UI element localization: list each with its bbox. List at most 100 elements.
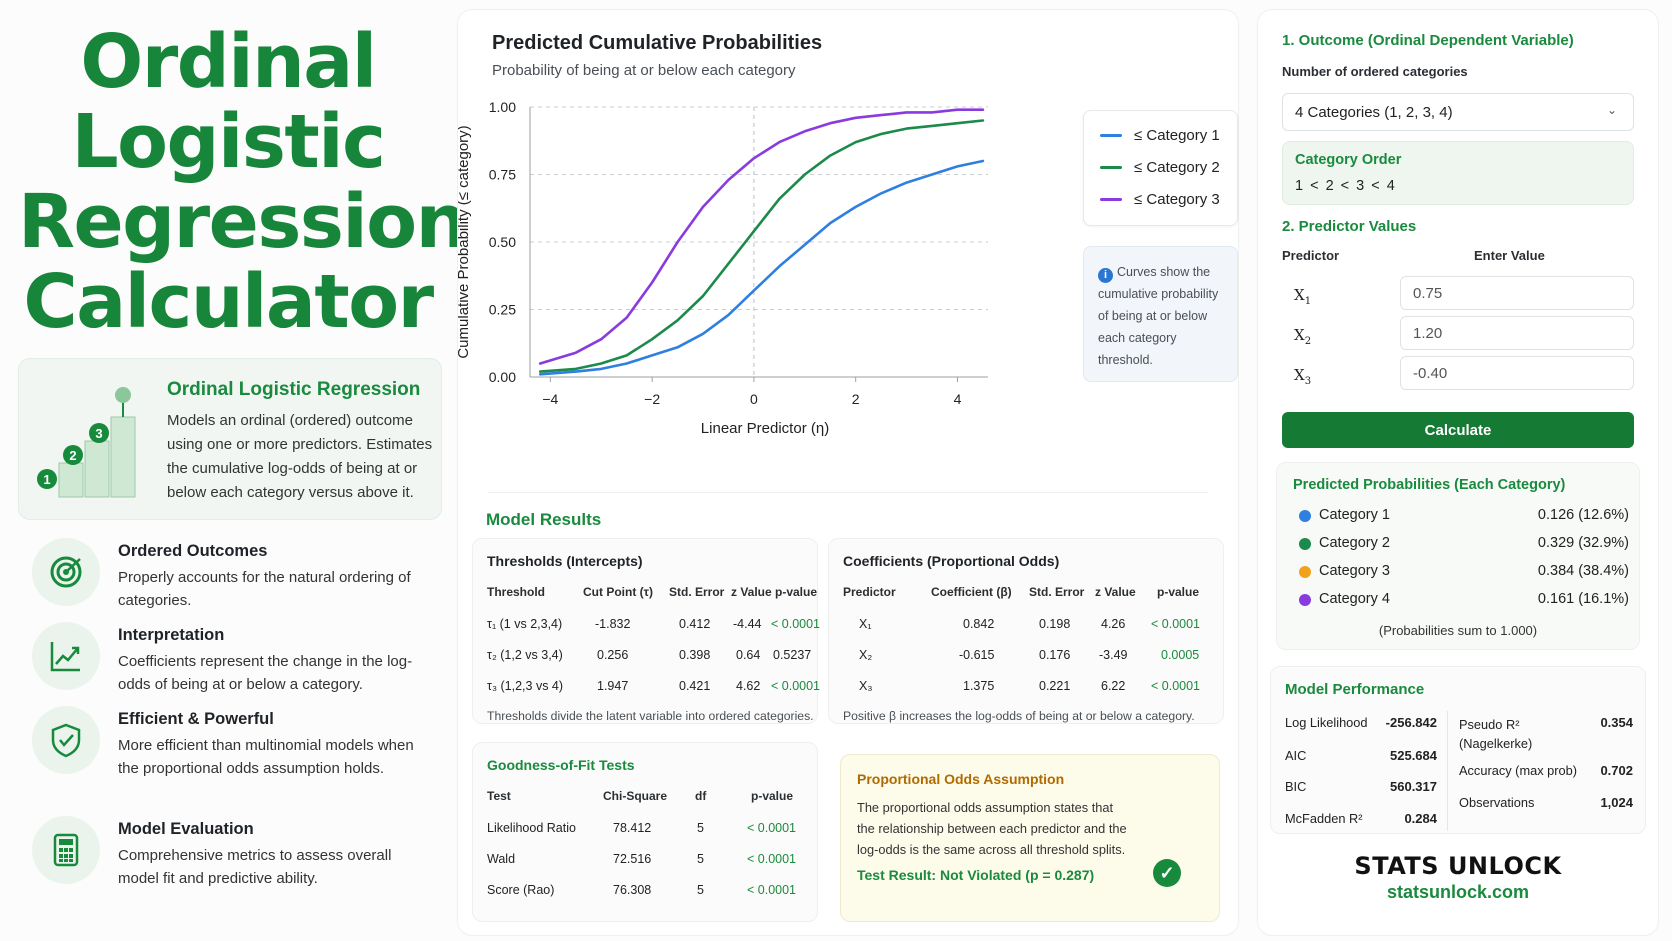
cell: Wald [487,852,516,866]
step-number: 1 [43,472,50,487]
prob-title: Predicted Probabilities (Each Category) [1293,477,1566,493]
cell: < 0.0001 [747,883,797,897]
legend-item: ≤ Category 1 [1100,127,1220,144]
title-line: Regression [18,179,468,265]
col-header: df [695,789,707,803]
metric-label: AIC [1285,748,1307,763]
outcome-heading: 1. Outcome (Ordinal Dependent Variable) [1282,32,1574,49]
series-line-2 [538,119,985,373]
cell: -3.49 [1099,648,1128,662]
metric-value: 525.684 [1390,748,1437,763]
step-number: 2 [69,448,76,463]
feature-title: Ordered Outcomes [118,542,268,560]
col-header: Std. Error [1029,585,1085,599]
col-header: Test [487,789,511,803]
table-title: Thresholds (Intercepts) [487,553,643,569]
cell: τ₁ (1 vs 2,3,4) [487,617,563,631]
thresholds-table: Thresholds (Intercepts) Threshold Cut Po… [472,538,820,724]
calculate-button[interactable]: Calculate [1282,412,1634,448]
title-line: Calculator [23,259,434,345]
feature-title: Efficient & Powerful [118,710,274,728]
cell: 78.412 [613,821,652,835]
x-tick-label: 0 [750,391,758,407]
predictor-sub: 3 [1304,376,1312,387]
brand-name: STATS UNLOCK [1354,852,1562,880]
chart-legend: ≤ Category 1 ≤ Category 2 ≤ Category 3 [1083,110,1238,226]
col-header: Cut Point (τ) [583,585,654,599]
calculator-icon [32,816,100,884]
cell: 0.5237 [773,648,812,662]
feature-ordered-outcomes: Ordered Outcomes Properly accounts for t… [32,538,442,638]
title-line: Ordinal [80,19,377,105]
metric-value: -256.842 [1385,715,1437,730]
table-title: Goodness-of-Fit Tests [487,757,635,773]
cell: 0.221 [1039,679,1071,693]
x-axis-label: Linear Predictor (η) [701,420,829,437]
results-panel: Predicted Cumulative Probabilities Proba… [458,10,1238,935]
metric-label: Log Likelihood [1285,715,1368,730]
y-tick-label: 0.75 [489,167,516,183]
predictor-name: X [1294,366,1305,384]
metric-label: Accuracy (max prob) [1459,763,1578,778]
y-tick-label: 1.00 [489,99,516,115]
predictor-label: X2 [1294,326,1311,347]
cell: 0.64 [736,648,761,662]
y-tick-label: 0.50 [489,234,516,250]
cell: 4.26 [1101,617,1126,631]
trend-chart-icon [32,622,100,690]
predictor-col-header: Predictor [1282,248,1340,263]
cell: -4.44 [733,617,762,631]
brand-url[interactable]: statsunlock.com [1386,882,1530,902]
category-value: 0.329 (32.9%) [1537,535,1629,551]
x3-input[interactable] [1400,356,1634,390]
x1-input[interactable] [1400,276,1634,310]
proportional-odds-card: Proportional Odds Assumption The proport… [840,754,1220,922]
po-title: Proportional Odds Assumption [857,771,1065,787]
cell: < 0.0001 [747,852,797,866]
series-line-1 [538,159,985,376]
col-header: Std. Error [669,585,725,599]
cell: 0.198 [1039,617,1071,631]
po-result: Test Result: Not Violated (p = 0.287) [857,867,1095,883]
cell: 4.62 [736,679,761,693]
metric-value: 0.702 [1600,763,1633,778]
po-text: The proportional odds assumption states … [857,800,1127,857]
col-header: Coefficient (β) [931,585,1012,599]
category-label: Category 1 [1319,507,1390,523]
feature-text: Comprehensive metrics to assess overall … [118,847,392,887]
num-categories-select[interactable]: 4 Categories (1, 2, 3, 4) ⌄ [1282,93,1634,131]
category-label: Category 2 [1319,535,1390,551]
x-tick-label: −2 [644,391,660,407]
order-title: Category Order [1295,152,1402,168]
prob-sum-note: (Probabilities sum to 1.000) [1378,623,1538,638]
metric-value: 0.284 [1404,811,1437,826]
legend-label: ≤ Category 1 [1134,127,1220,144]
cell: 0.398 [679,648,711,662]
legend-swatch [1100,166,1122,169]
model-results-heading: Model Results [486,510,602,529]
metric-label: BIC [1285,779,1307,794]
feature-efficient: Efficient & Powerful More efficient than… [32,706,442,806]
predictor-name: X [1294,286,1305,304]
cell: 0.842 [963,617,995,631]
step-number: 3 [95,426,102,441]
metric-value: 1,024 [1600,795,1633,810]
cumulative-probability-chart: 0.00 0.25 0.50 0.75 1.00 −4 −2 0 2 4 Linear Predic… [458,99,988,437]
chart-title: Predicted Cumulative Probabilities [492,32,823,54]
category-dot [1299,594,1311,606]
cell: X₂ [859,648,873,662]
legend-swatch [1100,134,1122,137]
chart-note-text: Curves show the cumulative probability o… [1098,265,1219,367]
legend-swatch [1100,198,1122,201]
metric-value: 0.354 [1600,715,1633,730]
category-value: 0.384 (38.4%) [1537,563,1629,579]
num-categories-label: Number of ordered categories [1282,64,1468,79]
cell: 72.516 [613,852,652,866]
divider [488,492,1208,493]
x2-input[interactable] [1400,316,1634,350]
predictor-name: X [1294,326,1305,344]
cell: 0.412 [679,617,711,631]
feature-title: Model Evaluation [118,820,254,838]
legend-item: ≤ Category 3 [1100,191,1220,208]
category-value: 0.161 (16.1%) [1537,591,1629,607]
